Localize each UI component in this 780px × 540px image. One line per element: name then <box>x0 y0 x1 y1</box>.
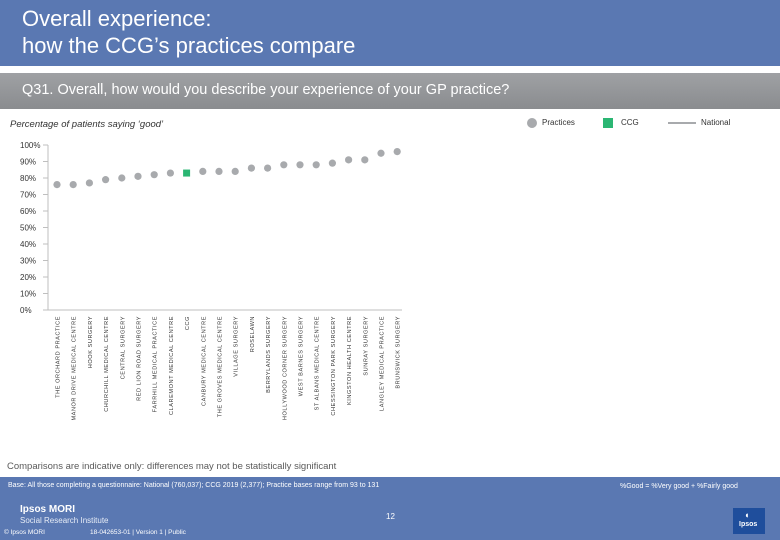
practice-category-label: RED LION ROAD SURGERY <box>137 316 143 401</box>
practice-category-label: THE GROVES MEDICAL CENTRE <box>218 316 224 417</box>
legend-ccg-label: CCG <box>621 118 639 127</box>
y-tick-label: 30% <box>20 257 36 266</box>
practice-point <box>231 167 239 175</box>
question-bar: Q31. Overall, how would you describe you… <box>0 73 780 109</box>
legend-ccg-marker <box>603 118 613 128</box>
practice-category-label: BRUNSWICK SURGERY <box>396 316 402 389</box>
practice-point <box>134 172 142 180</box>
legend-practices-label: Practices <box>542 118 575 127</box>
practice-category-label: CENTRAL SURGERY <box>120 316 126 379</box>
practice-point <box>102 176 110 184</box>
y-tick-label: 90% <box>20 158 36 167</box>
legend-national-label: National <box>701 118 731 127</box>
copyright: © Ipsos MORI <box>4 529 45 536</box>
page-title-line-2: how the CCG’s practices compare <box>22 33 356 58</box>
practice-point <box>150 171 158 179</box>
practice-category-label: CHESSINGTON PARK SURGERY <box>331 316 337 416</box>
y-tick-label: 70% <box>20 191 36 200</box>
practice-point <box>247 164 255 172</box>
practice-category-label: CANBURY MEDICAL CENTRE <box>201 316 207 406</box>
practice-category-label: BERRYLANDS SURGERY <box>266 316 272 393</box>
legend-practices-marker <box>527 118 537 128</box>
footer: Base: All those completing a questionnai… <box>0 477 780 540</box>
practice-category-label: THE ORCHARD PRACTICE <box>56 316 62 398</box>
practice-category-label: CLAREMONT MEDICAL CENTRE <box>169 316 175 415</box>
practice-category-label: ROSELAWN <box>250 316 256 352</box>
practice-category-label: CHURCHILL MEDICAL CENTRE <box>104 316 110 412</box>
practice-category-label: ST ALBANS MEDICAL CENTRE <box>315 316 321 410</box>
y-tick-label: 10% <box>20 290 36 299</box>
practice-point <box>328 159 336 167</box>
practice-point <box>199 167 207 175</box>
page-title-line-1: Overall experience: <box>22 6 212 31</box>
practice-point <box>377 149 385 157</box>
y-tick-label: 100% <box>20 141 40 150</box>
practice-category-label: WEST BARNES SURGERY <box>299 316 305 396</box>
ipsos-logo: ◖ Ipsos <box>733 508 765 534</box>
practice-comparison-chart: 0% 10% 20% 30% 40% 50% 60% 70% 80% 90% 100% THE ORC… <box>20 141 402 421</box>
practice-category-label: LANGLEY MEDICAL PRACTICE <box>380 316 386 411</box>
brand-name: Ipsos MORI <box>20 504 76 515</box>
practice-category-label: SUNRAY SURGERY <box>363 316 369 376</box>
chart-subtitle: Percentage of patients saying ‘good’ <box>10 119 164 130</box>
title-banner: Overall experience: how the CCG’s practi… <box>0 0 780 66</box>
practice-point <box>69 181 77 189</box>
y-tick-label: 0% <box>20 306 32 315</box>
practice-category-label: VILLAGE SURGERY <box>234 316 240 377</box>
comparison-note: Comparisons are indicative only: differe… <box>7 461 337 472</box>
logo-text: Ipsos <box>739 521 758 528</box>
good-definition: %Good = %Very good + %Fairly good <box>620 483 738 490</box>
practice-point <box>280 161 288 169</box>
practice-point <box>118 174 126 182</box>
ccg-category-label: CCG <box>185 316 191 330</box>
base-text: Base: All those completing a questionnai… <box>8 482 380 489</box>
practice-category-label: MANOR DRIVE MEDICAL CENTRE <box>72 316 78 421</box>
practice-point <box>312 161 320 169</box>
y-tick-label: 60% <box>20 207 36 216</box>
practice-point <box>264 164 272 172</box>
y-tick-label: 80% <box>20 174 36 183</box>
brand-institute: Social Research Institute <box>20 516 109 525</box>
legend-national-marker <box>668 122 696 124</box>
job-number: 18-042653-01 | Version 1 | Public <box>90 529 186 536</box>
logo-mark-icon: ◖ <box>744 510 750 520</box>
ccg-point <box>183 169 191 177</box>
practice-point <box>393 148 401 156</box>
practice-category-label: HOOK SURGERY <box>88 316 94 368</box>
page-number: 12 <box>386 512 395 521</box>
practice-category-label: KINGSTON HEALTH CENTRE <box>347 316 353 405</box>
practice-point <box>296 161 304 169</box>
practice-point <box>361 156 369 164</box>
practice-point <box>345 156 353 164</box>
practice-point <box>166 169 174 177</box>
question-text: Q31. Overall, how would you describe you… <box>22 82 510 98</box>
practice-point <box>215 167 223 175</box>
y-tick-label: 20% <box>20 273 36 282</box>
practice-category-label: HOLLYWOOD CORNER SURGERY <box>282 316 288 420</box>
y-tick-label: 40% <box>20 240 36 249</box>
y-tick-label: 50% <box>20 224 36 233</box>
practice-point <box>85 179 93 187</box>
practice-category-label: FARRHILL MEDICAL PRACTICE <box>153 316 159 412</box>
practice-point <box>53 181 61 189</box>
